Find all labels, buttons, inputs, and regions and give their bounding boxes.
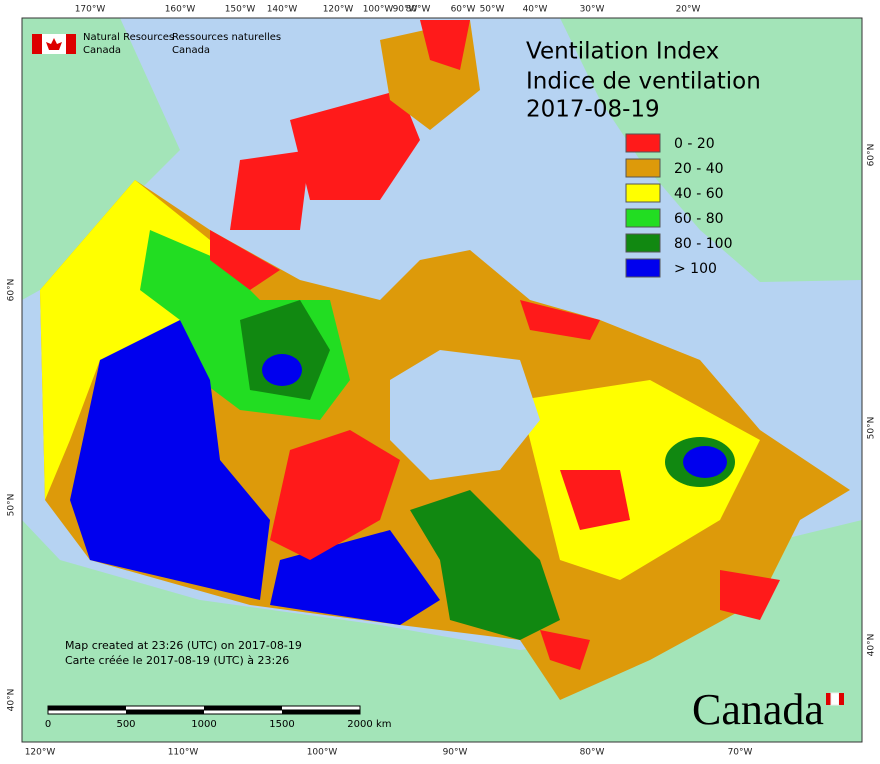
land (22, 18, 862, 742)
legend-label: 60 - 80 (674, 211, 724, 227)
title-date: 2017-08-19 (526, 97, 660, 123)
lon-label: 140°W (267, 5, 298, 15)
index-zones (40, 20, 850, 700)
lon-label: 80°W (580, 748, 605, 758)
lon-label: 150°W (225, 5, 256, 15)
org-fr: Canada (172, 45, 210, 56)
wordmark-flag (826, 692, 844, 706)
map-frame (21, 17, 863, 743)
title: Indice de ventilation (526, 69, 761, 95)
logo (32, 34, 76, 54)
legend-label: 0 - 20 (674, 136, 715, 152)
lon-label: 160°W (165, 5, 196, 15)
lon-label: 40°W (523, 5, 548, 15)
lat-label: 60°N (867, 144, 877, 167)
scale-unit: km (376, 719, 392, 730)
lat-label: 60°N (7, 279, 17, 302)
legend-swatch (625, 133, 661, 153)
legend-swatch (625, 158, 661, 178)
legend-label: 80 - 100 (674, 236, 733, 252)
lon-label: 80°W (406, 5, 431, 15)
lon-label: 30°W (580, 5, 605, 15)
org-en: Canada (83, 45, 121, 56)
legend-label: 40 - 60 (674, 186, 724, 202)
lon-label: 70°W (728, 748, 753, 758)
lon-label: 50°W (480, 5, 505, 15)
scale-label: 500 (116, 719, 135, 730)
wordmark: Canada (692, 685, 824, 734)
org-en: Natural Resources (83, 32, 174, 43)
note: Map created at 23:26 (UTC) on 2017-08-19 (65, 639, 302, 652)
scale-label: 0 (45, 719, 51, 730)
note: Carte créée le 2017-08-19 (UTC) à 23:26 (65, 654, 289, 667)
scale-label: 1000 (191, 719, 216, 730)
lon-label: 100°W (307, 748, 338, 758)
lat-label: 40°N (867, 634, 877, 657)
lon-label: 90°W (443, 748, 468, 758)
lon-label: 60°W (451, 5, 476, 15)
scale-label: 2000 (347, 719, 372, 730)
lon-label: 100°W (363, 5, 394, 15)
lon-label: 90°W (393, 5, 418, 15)
lon-label: 120°W (25, 748, 56, 758)
lat-label: 40°N (7, 689, 17, 712)
legend-swatch (625, 258, 661, 278)
legend-swatch (625, 233, 661, 253)
org-fr: Ressources naturelles (172, 32, 281, 43)
lat-label: 50°N (867, 417, 877, 440)
legend-swatch (625, 208, 661, 228)
legend-label: 20 - 40 (674, 161, 724, 177)
scale-bar (47, 705, 361, 715)
lon-label: 170°W (75, 5, 106, 15)
legend-swatch (625, 183, 661, 203)
legend-label: > 100 (674, 261, 717, 277)
lon-label: 120°W (323, 5, 354, 15)
lon-label: 20°W (676, 5, 701, 15)
title: Ventilation Index (526, 39, 719, 65)
lat-label: 50°N (7, 494, 17, 517)
scale-label: 1500 (269, 719, 294, 730)
lon-label: 110°W (168, 748, 199, 758)
